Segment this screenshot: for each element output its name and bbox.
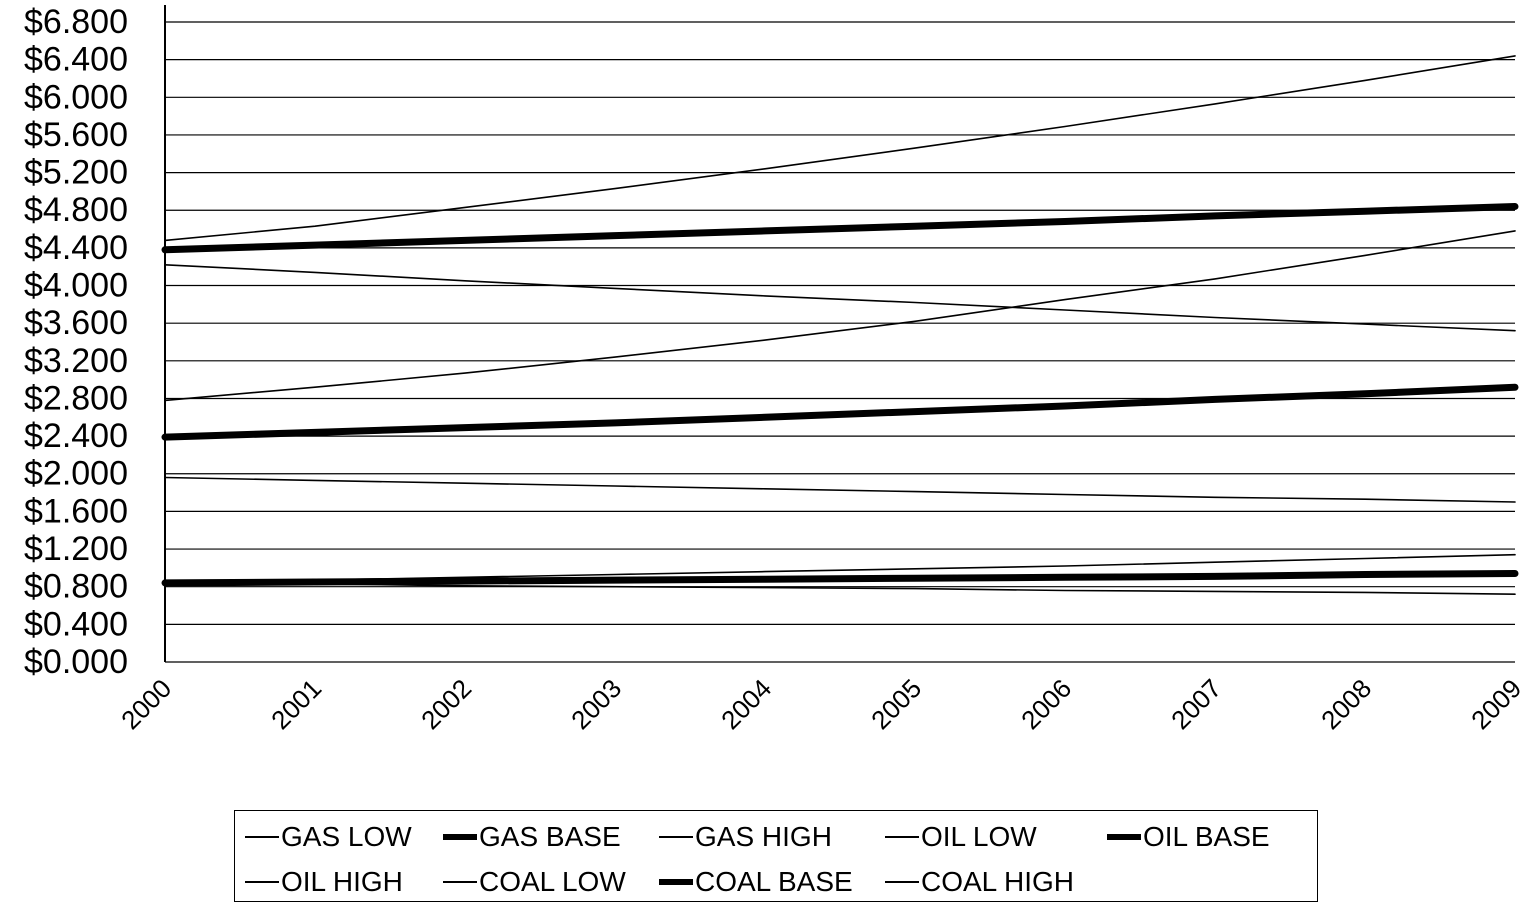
legend-label: COAL HIGH [921, 866, 1074, 897]
series-line-gas-base [161, 203, 1519, 254]
y-tick-label: $5.200 [24, 154, 128, 192]
y-tick-label: $0.400 [24, 605, 128, 643]
y-axis-tick-labels: $0.000$0.400$0.800$1.200$1.600$2.000$2.4… [24, 3, 128, 681]
legend-label: COAL BASE [695, 866, 853, 897]
legend-swatch [659, 879, 693, 885]
x-tick-label: 2002 [415, 673, 477, 735]
y-tick-label: $4.400 [24, 229, 128, 267]
legend-swatch [885, 836, 919, 838]
y-tick-label: $4.800 [24, 191, 128, 229]
y-tick-label: $3.600 [24, 304, 128, 342]
legend-label: OIL LOW [921, 821, 1037, 852]
y-tick-label: $6.400 [24, 41, 128, 79]
y-tick-label: $2.400 [24, 417, 128, 455]
x-tick-label: 2006 [1015, 673, 1077, 735]
x-tick-label: 2005 [865, 673, 927, 735]
legend-swatch [245, 836, 279, 838]
gridlines [165, 21, 1515, 663]
series-line-gas-low [164, 263, 1516, 332]
legend: GAS LOW GAS BASE GAS HIGH OIL LOW OIL BASE OI… [234, 810, 1318, 902]
x-tick-label: 2003 [565, 673, 627, 735]
y-tick-label: $3.200 [24, 342, 128, 380]
series-line-oil-base [161, 383, 1519, 441]
y-tick-label: $1.600 [24, 492, 128, 530]
y-tick-label: $6.800 [24, 3, 128, 41]
legend-swatch [443, 881, 477, 883]
legend-item: GAS HIGH [659, 817, 832, 857]
legend-label: OIL BASE [1143, 821, 1270, 852]
y-tick-label: $0.800 [24, 568, 128, 606]
series-line-gas-high [164, 55, 1516, 242]
legend-item: COAL HIGH [885, 862, 1074, 902]
legend-label: GAS BASE [479, 821, 621, 852]
legend-swatch [443, 834, 477, 840]
legend-item: GAS LOW [245, 817, 412, 857]
series-line-oil-high [164, 230, 1516, 402]
legend-label: COAL LOW [479, 866, 626, 897]
series-line-coal-high [164, 553, 1516, 584]
legend-swatch [885, 881, 919, 883]
legend-item: COAL BASE [659, 862, 853, 902]
x-axis-tick-labels: 2000 2001 2002 2003 2004 2005 2006 2007 2008 2009 [115, 673, 1527, 735]
legend-label: GAS LOW [281, 821, 412, 852]
series-line-coal-base [161, 570, 1519, 587]
y-tick-label: $1.200 [24, 530, 128, 568]
legend-item: OIL LOW [885, 817, 1037, 857]
y-tick-label: $6.000 [24, 78, 128, 116]
x-tick-label: 2001 [265, 673, 327, 735]
legend-swatch [1107, 834, 1141, 840]
line-chart: $0.000$0.400$0.800$1.200$1.600$2.000$2.4… [24, 3, 1527, 735]
x-tick-label: 2000 [115, 673, 177, 735]
legend-item: COAL LOW [443, 862, 626, 902]
x-tick-label: 2004 [715, 673, 777, 735]
legend-swatch [659, 836, 693, 838]
series-lines [161, 55, 1519, 596]
legend-item: OIL HIGH [245, 862, 403, 902]
y-tick-label: $2.800 [24, 379, 128, 417]
x-tick-label: 2007 [1165, 673, 1227, 735]
legend-label: GAS HIGH [695, 821, 832, 852]
legend-item: OIL BASE [1107, 817, 1270, 857]
x-tick-label: 2008 [1315, 673, 1377, 735]
y-tick-label: $2.000 [24, 455, 128, 493]
legend-swatch [245, 881, 279, 883]
legend-label: OIL HIGH [281, 866, 403, 897]
x-tick-label: 2009 [1465, 673, 1527, 735]
y-tick-label: $0.000 [24, 643, 128, 681]
legend-item: GAS BASE [443, 817, 621, 857]
series-line-oil-low [164, 476, 1516, 503]
y-tick-label: $4.000 [24, 267, 128, 305]
y-tick-label: $5.600 [24, 116, 128, 154]
